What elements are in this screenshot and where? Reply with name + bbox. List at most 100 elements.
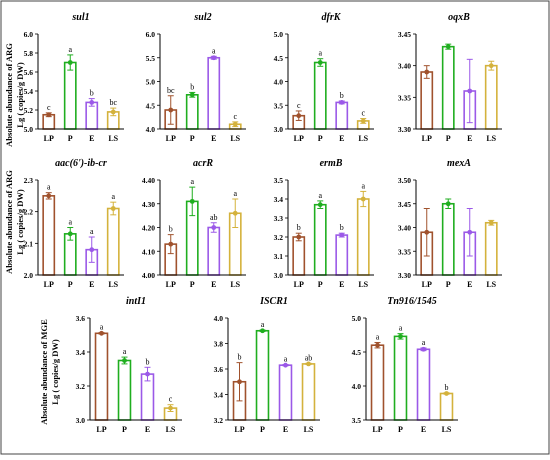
y-tick-label-dfrk-4: 5.0: [274, 30, 284, 39]
chart-ermb: ermB 3.0 3.1 3.2 3.3 3.4 3.5 b LP a Pb Ea LS: [274, 158, 374, 289]
x-tick-label-oqxb-2: E: [467, 134, 472, 143]
y-tick-label-sul2-2: 5.0: [146, 78, 156, 87]
y-tick-label-inti1-0: 3.0: [76, 416, 86, 425]
y-tick-label-ermb-3: 3.3: [274, 214, 284, 223]
y-tick-label-sul2-0: 4.0: [146, 125, 156, 134]
mean-point-sul2-2: [211, 55, 217, 61]
mean-point-oqxb-1: [445, 44, 451, 50]
mean-point-iscr1-0: [237, 379, 242, 385]
mean-point-dfrk-2: [339, 100, 345, 105]
y-tick-label-mexa-2: 3.40: [398, 224, 411, 233]
sig-letter-iscr1-1: a: [261, 320, 265, 329]
sig-letter-sul2-0: bc: [167, 86, 175, 95]
x-tick-label-oqxb-3: LS: [486, 134, 496, 143]
mean-point-iscr1-3: [306, 361, 311, 367]
x-tick-label-acrr-3: LS: [230, 280, 240, 289]
x-tick-label-aac-6-ib-cr-0: LP: [44, 280, 54, 289]
sig-letter-dfrk-3: c: [361, 109, 365, 118]
mean-point-sul2-0: [168, 107, 174, 113]
mean-point-tn916-1545-3: [444, 391, 449, 396]
mean-point-inti1-0: [99, 330, 104, 336]
x-tick-label-mexa-2: E: [467, 280, 472, 289]
sig-letter-ermb-1: a: [318, 191, 322, 200]
chart-title-mexa: mexA: [447, 158, 471, 169]
chart-title-acrr: acrR: [193, 158, 213, 169]
mean-point-mexa-0: [424, 229, 430, 235]
mean-point-oqxb-0: [424, 69, 430, 75]
y-tick-label-iscr1-3: 3.8: [214, 340, 224, 349]
sig-letter-sul1-2: b: [90, 89, 94, 98]
y-tick-label-iscr1-4: 4.0: [214, 314, 224, 323]
y-tick-label-aac-6-ib-cr-2: 2.2: [24, 208, 34, 217]
chart-sul1: sul1 5.0 5.2 5.4 5.6 5.8 6.0 c LP a Pb Ebc LS: [24, 12, 124, 143]
mean-point-mexa-2: [467, 229, 473, 235]
mean-point-sul1-0: [46, 112, 52, 118]
chart-title-sul1: sul1: [71, 12, 89, 23]
x-tick-label-sul1-0: LP: [44, 134, 54, 143]
sig-letter-inti1-3: c: [169, 395, 173, 404]
x-tick-label-sul1-1: P: [68, 134, 73, 143]
y-tick-label-sul1-3: 5.6: [24, 68, 34, 77]
sig-letter-tn916-1545-0: a: [376, 332, 380, 341]
mean-point-sul2-1: [189, 92, 195, 98]
bar-ermb-p: [313, 203, 327, 276]
chart-oqxb: oqxB 3.30 3.35 3.40 3.45 LP P E LS: [398, 12, 502, 143]
sig-letter-acrr-0: b: [169, 225, 173, 234]
y-tick-label-ermb-5: 3.5: [274, 176, 284, 185]
y-tick-label-aac-6-ib-cr-1: 2.1: [24, 239, 34, 248]
x-tick-label-oqxb-1: P: [446, 134, 451, 143]
sig-letter-ermb-2: b: [340, 223, 344, 232]
x-tick-label-oqxb-0: LP: [422, 134, 432, 143]
y-tick-label-sul2-1: 4.5: [146, 101, 156, 110]
x-tick-label-mexa-0: LP: [422, 280, 432, 289]
bar-inti1-p: [117, 359, 132, 421]
bar-tn916-1545-e: [416, 348, 431, 421]
mean-point-mexa-3: [488, 220, 494, 226]
y-tick-label-iscr1-1: 3.4: [214, 391, 224, 400]
y-tick-label-acrr-1: 4.10: [142, 247, 155, 256]
chart-title-sul2: sul2: [193, 12, 211, 23]
sig-letter-acrr-1: a: [190, 177, 194, 186]
bar-tn916-1545-p: [393, 335, 408, 421]
mean-point-dfrk-3: [360, 118, 366, 124]
sig-letter-sul2-1: b: [190, 82, 194, 91]
chart-acrr: acrR 4.00 4.10 4.20 4.30 4.40 b LP a Pab Ea LS: [142, 158, 246, 289]
row2-ylabel-line2: Lg ( copies/g DW): [15, 189, 25, 255]
y-tick-label-acrr-3: 4.30: [142, 200, 155, 209]
bar-inti1-lp: [94, 332, 109, 421]
x-tick-label-inti1-2: E: [145, 425, 150, 434]
mean-point-aac-6-ib-cr-3: [110, 206, 116, 211]
mean-point-ermb-0: [296, 234, 302, 240]
x-tick-label-tn916-1545-0: LP: [372, 425, 382, 434]
y-tick-label-mexa-4: 3.50: [398, 176, 411, 185]
row1-ylabel-line2: Lg ( copies/g DW): [15, 62, 25, 128]
y-tick-label-tn916-1545-2: 4.5: [352, 348, 362, 357]
sig-letter-tn916-1545-2: a: [422, 338, 426, 347]
sig-letter-inti1-2: b: [146, 357, 150, 366]
mean-point-acrr-3: [232, 210, 238, 216]
x-tick-label-acrr-0: LP: [166, 280, 176, 289]
y-tick-label-tn916-1545-1: 4.0: [352, 382, 362, 391]
chart-title-oqxb: oqxB: [448, 12, 470, 23]
y-tick-label-sul2-3: 5.5: [146, 54, 156, 63]
bar-iscr1-p: [255, 329, 270, 421]
chart-mexa: mexA 3.30 3.35 3.40 3.45 3.50 LP P E LS: [398, 158, 502, 289]
x-tick-label-mexa-1: P: [446, 280, 451, 289]
chart-sul2: sul2 4.0 4.5 5.0 5.5 6.0 bc LP b Pa Ec LS: [146, 12, 246, 143]
mean-point-acrr-2: [211, 225, 217, 230]
bar-iscr1-ls: [301, 363, 316, 421]
x-tick-label-inti1-3: LS: [166, 425, 176, 434]
sig-letter-acrr-3: a: [233, 189, 237, 198]
x-tick-label-acrr-1: P: [190, 280, 195, 289]
x-tick-label-iscr1-1: P: [260, 425, 265, 434]
mean-point-inti1-2: [145, 371, 150, 377]
sig-letter-dfrk-1: a: [318, 49, 322, 58]
y-tick-label-sul2-4: 6.0: [146, 30, 156, 39]
x-tick-label-sul1-3: LS: [108, 134, 118, 143]
x-tick-label-dfrk-2: E: [339, 134, 344, 143]
mean-point-sul2-3: [232, 121, 238, 127]
sig-letter-sul1-0: c: [47, 103, 51, 112]
x-tick-label-aac-6-ib-cr-2: E: [89, 280, 94, 289]
x-tick-label-iscr1-3: LS: [304, 425, 314, 434]
